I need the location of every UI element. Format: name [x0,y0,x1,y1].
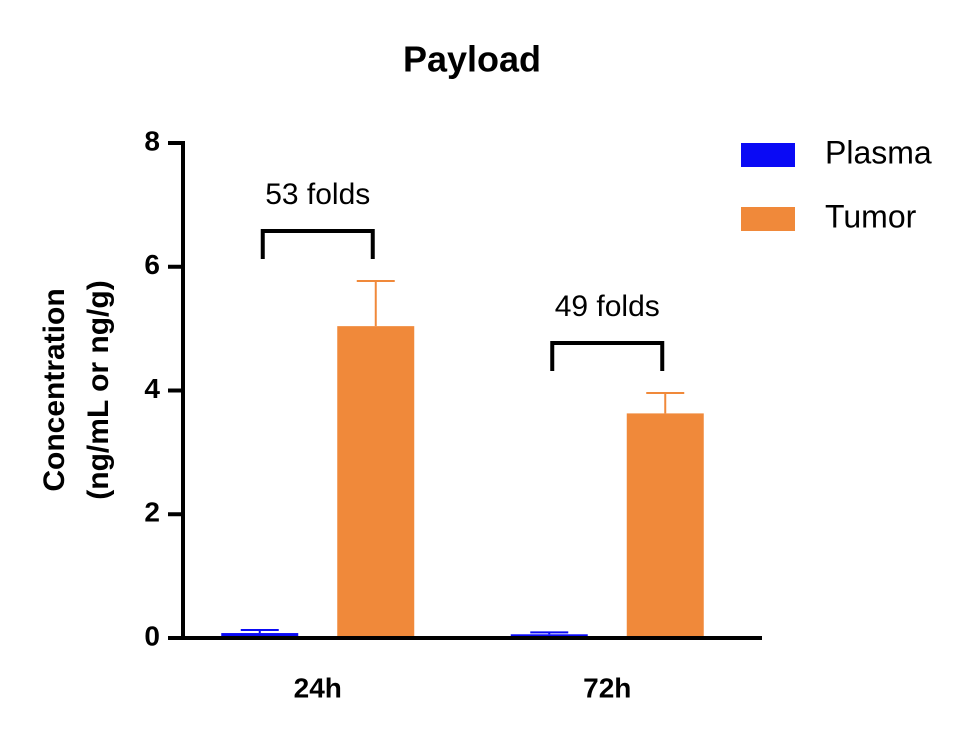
y-tick-label: 4 [144,373,160,404]
y-tick-label: 0 [144,620,160,651]
y-tick-label: 2 [144,497,160,528]
bar [626,413,704,638]
y-axis-label: (ng/mL or ng/g) [82,280,115,499]
bracket [550,340,665,371]
legend-label: Plasma [825,134,932,170]
legend-swatch [741,207,795,231]
y-tick-label: 8 [144,125,160,156]
x-tick-label: 72h [583,672,631,703]
y-axis-label: Concentration [38,288,71,491]
legend-swatch [741,143,795,167]
annotation: 49 folds [555,290,660,323]
legend-label: Tumor [825,198,917,234]
bracket [260,228,375,259]
chart-title: Payload [403,39,541,80]
annotation: 53 folds [265,178,370,211]
y-tick-label: 6 [144,249,160,280]
bar [221,633,299,638]
bar [337,326,415,638]
x-tick-label: 24h [294,672,342,703]
